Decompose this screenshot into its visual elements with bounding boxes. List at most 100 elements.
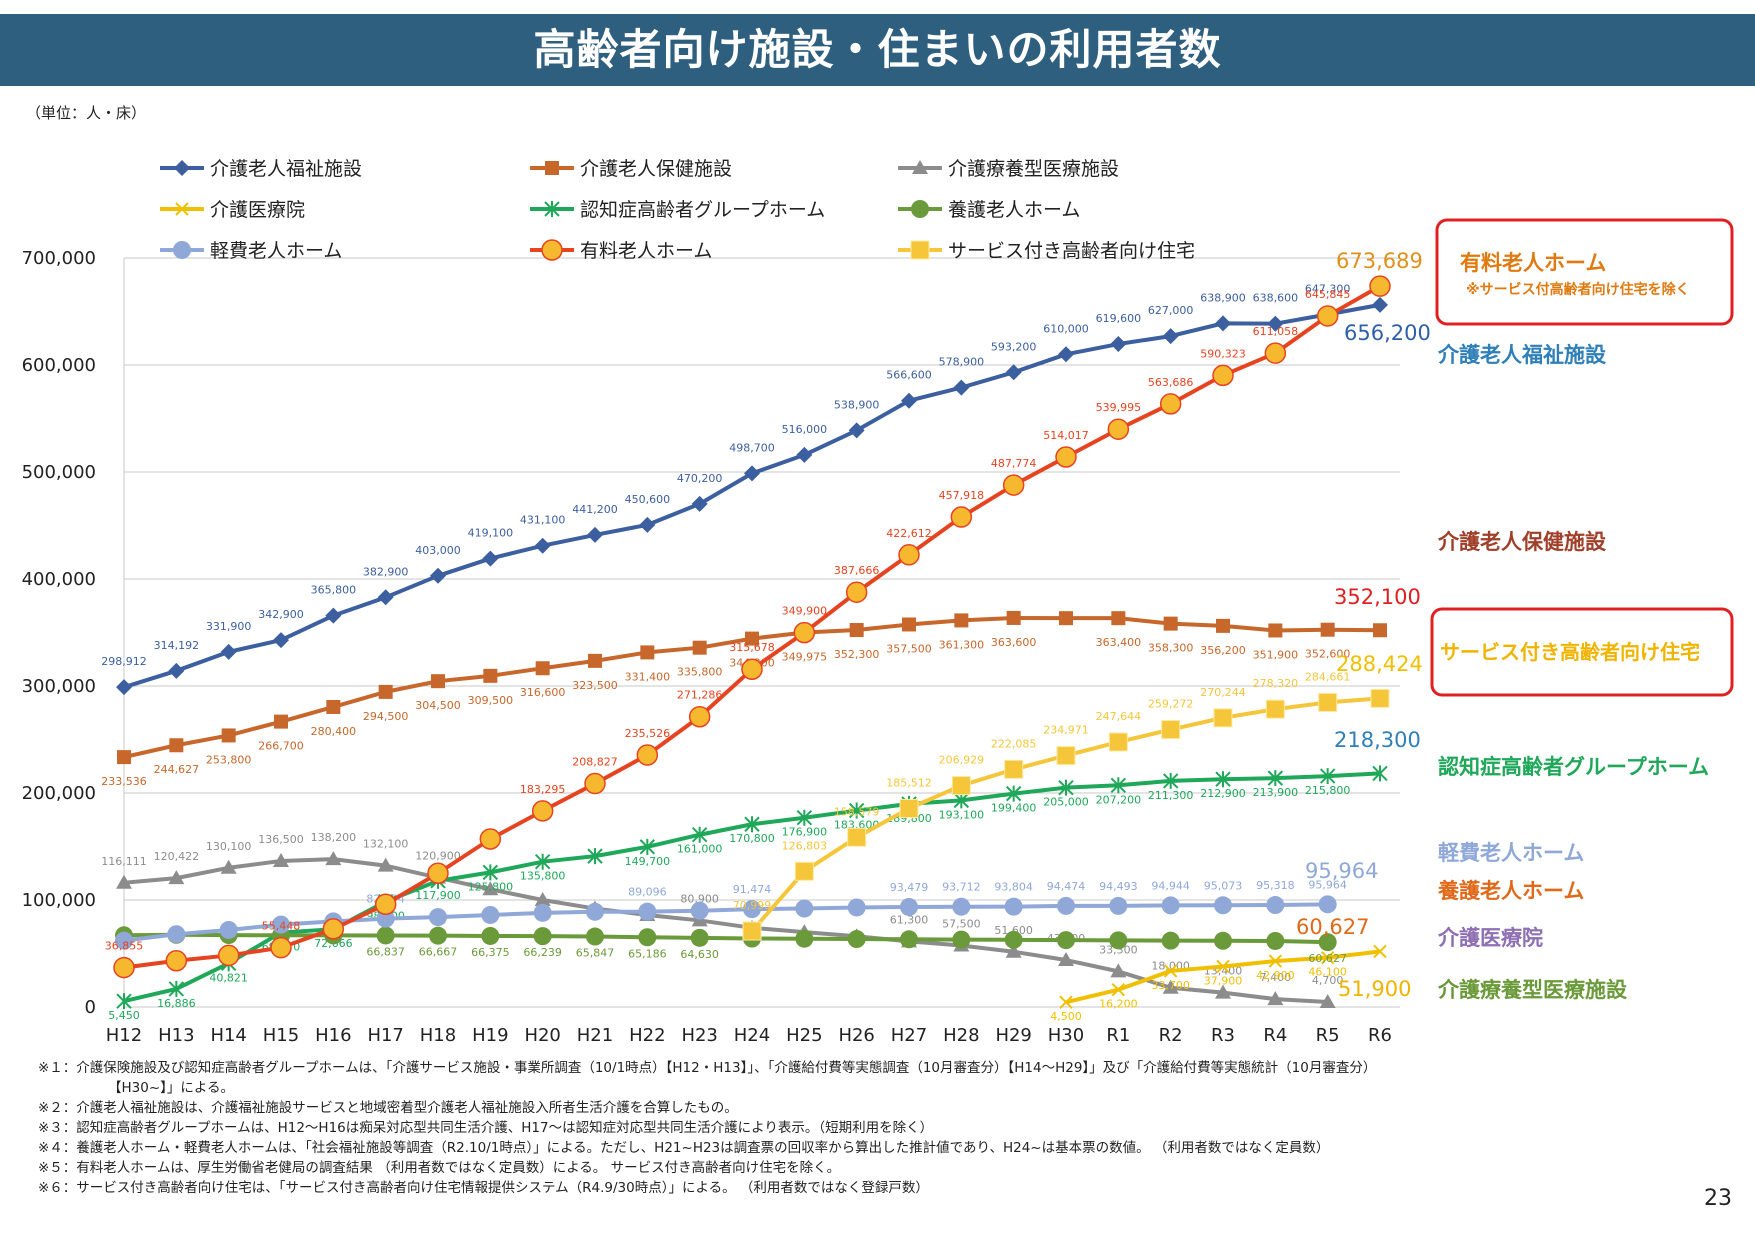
data-label: 294,500	[363, 710, 409, 723]
series-callout-label: 介護医療院	[1437, 926, 1543, 950]
data-point	[116, 993, 132, 1010]
data-label: 89,096	[628, 886, 667, 899]
data-label: 498,700	[729, 441, 775, 454]
data-label: 42,900	[1256, 969, 1295, 982]
data-label: 611,058	[1253, 325, 1299, 338]
data-point	[951, 776, 971, 796]
data-label: 213,900	[1253, 786, 1299, 799]
data-point	[481, 926, 500, 945]
data-point	[745, 631, 759, 646]
y-tick-label: 300,000	[22, 676, 96, 697]
data-point	[1162, 979, 1179, 994]
data-label: 116,111	[101, 855, 147, 868]
legend-item: 介護医療院	[160, 199, 305, 221]
data-point	[848, 422, 865, 439]
data-label: 95,964	[1308, 878, 1347, 891]
data-point	[688, 705, 711, 728]
end-value-label: 288,424	[1336, 652, 1423, 676]
data-label: 37,900	[1204, 974, 1243, 987]
footnote-6: ※６：サービス付き高齢者向け住宅は、「サービス付き高齢者向け住宅情報提供システム…	[38, 1180, 929, 1196]
footnote-3: ※３：認知症高齢者グループホームは、H12～H16は痴呆対応型共同生活介護、H1…	[38, 1120, 934, 1136]
data-point	[483, 668, 498, 683]
data-label: 309,500	[468, 694, 514, 707]
data-point	[1110, 777, 1127, 794]
data-point	[1162, 772, 1179, 789]
x-tick-label: H27	[891, 1025, 927, 1046]
x-tick-label: H12	[106, 1025, 142, 1046]
data-point	[1372, 765, 1388, 782]
data-point	[1215, 771, 1231, 788]
end-value-label: 656,200	[1344, 321, 1431, 345]
series-5: 66,837 66,667 66,375 66,239 65,847 65,186 64,6…	[115, 925, 1347, 965]
data-point	[545, 161, 559, 175]
data-label: 57,500	[942, 917, 981, 930]
data-point	[165, 949, 188, 972]
data-point	[1214, 931, 1232, 950]
data-point	[273, 852, 289, 867]
data-label: 94,493	[1099, 880, 1138, 893]
data-point	[1369, 275, 1391, 297]
data-point	[902, 617, 916, 632]
data-label: 120,900	[415, 850, 461, 863]
data-point	[429, 926, 447, 945]
end-value-label: 352,100	[1334, 585, 1421, 609]
data-label: 158,579	[834, 805, 880, 818]
data-label: 80,900	[680, 892, 719, 905]
data-label: 183,600	[834, 819, 880, 832]
data-label: 331,400	[625, 670, 671, 683]
data-point	[742, 921, 762, 941]
y-tick-label: 500,000	[22, 462, 96, 483]
legend-label: 養護老人ホーム	[948, 199, 1080, 221]
data-label: 298,912	[101, 655, 147, 668]
legend-item: 有料老人ホーム	[530, 239, 712, 262]
data-point	[950, 506, 973, 528]
data-label: 590,323	[1200, 347, 1246, 360]
footnotes: ※１：介護保険施設及び認知症高齢者グループホームは、「介護サービス施設・事業所調…	[38, 1058, 1698, 1198]
data-label: 539,995	[1096, 401, 1142, 414]
x-tick-label: H19	[472, 1025, 508, 1046]
data-point	[847, 930, 866, 949]
data-point	[1370, 688, 1390, 708]
data-label: 627,000	[1148, 304, 1194, 317]
data-label: 278,320	[1253, 677, 1299, 690]
x-tick-label: H15	[263, 1025, 299, 1046]
data-label: 212,900	[1200, 787, 1246, 800]
data-point	[911, 200, 929, 218]
data-label: 342,900	[258, 608, 304, 621]
data-point	[169, 738, 184, 753]
data-label: 356,200	[1200, 644, 1246, 657]
data-point	[1216, 959, 1230, 974]
callout-subtitle: ※サービス付高齢者向け住宅を除く	[1466, 281, 1690, 298]
x-tick-label: R6	[1368, 1025, 1392, 1046]
data-point	[1268, 623, 1283, 638]
data-point	[273, 632, 289, 649]
data-label: 70,999	[733, 899, 772, 912]
data-point	[270, 936, 292, 959]
data-point	[431, 674, 445, 689]
data-point	[427, 862, 449, 884]
x-tick-label: H23	[681, 1025, 717, 1046]
data-point	[221, 728, 236, 743]
data-label: 55,448	[262, 920, 301, 933]
data-label: 233,536	[101, 775, 147, 788]
data-point	[952, 897, 971, 916]
data-point	[952, 930, 971, 949]
series-0: 298,912 314,192 331,900 342,900 365,800 382,9…	[101, 282, 1388, 696]
data-point	[1319, 768, 1336, 785]
data-label: 66,375	[471, 946, 510, 959]
data-point	[1110, 336, 1127, 353]
data-point	[1004, 759, 1024, 779]
data-label: 234,971	[1043, 724, 1089, 737]
data-label: 235,526	[625, 727, 671, 740]
data-label: 93,712	[942, 881, 981, 894]
data-label: 4,700	[1312, 974, 1344, 987]
data-point	[274, 714, 288, 729]
data-label: 365,800	[311, 584, 357, 597]
data-point	[535, 661, 550, 676]
series-3: 4,500 16,200 33,700 37,900 42,900 46,100	[1050, 944, 1387, 1023]
data-point	[219, 920, 238, 939]
data-label: 610,000	[1043, 322, 1089, 335]
legend-label: 有料老人ホーム	[580, 240, 712, 262]
data-point	[586, 927, 604, 946]
data-label: 60,627	[1308, 952, 1347, 965]
